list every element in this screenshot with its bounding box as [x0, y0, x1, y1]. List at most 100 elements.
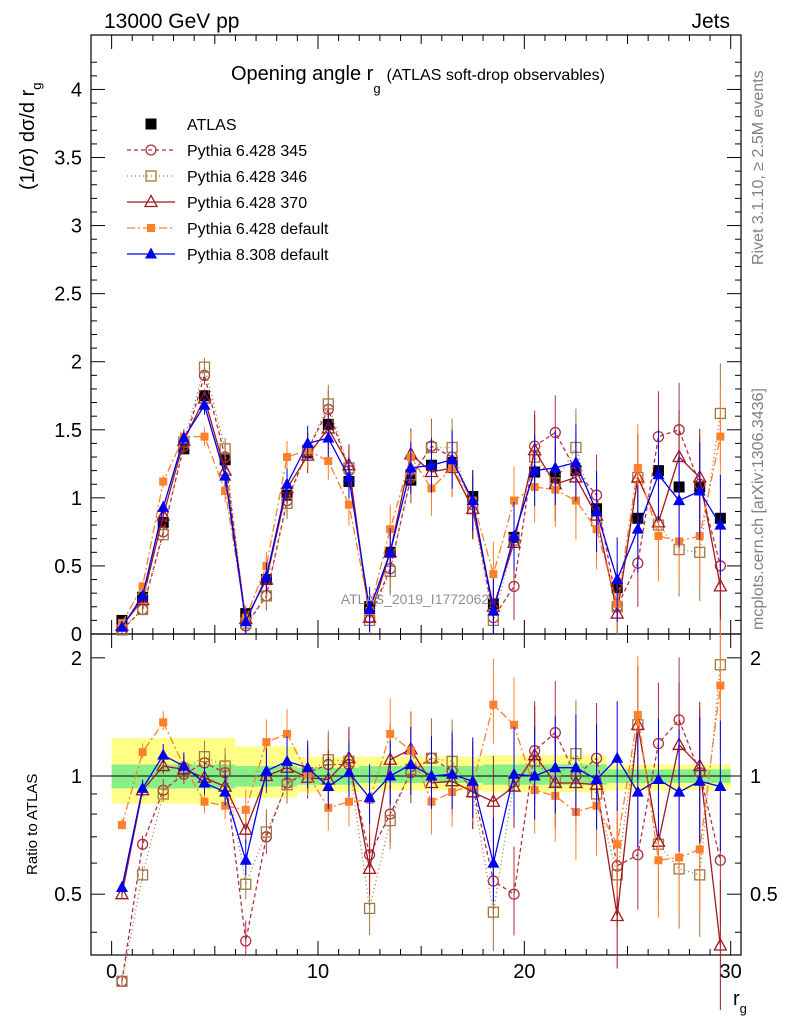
ratio-point [281, 754, 294, 766]
data-point [569, 455, 582, 467]
ratio-point [549, 761, 562, 773]
ratio-point [610, 908, 625, 922]
legend-label: Pythia 6.428 345 [187, 143, 307, 160]
data-point [425, 458, 438, 470]
legend-label: Pythia 6.428 370 [187, 195, 307, 212]
ratio-point [510, 720, 519, 729]
ratio-point [116, 975, 128, 987]
ratio-point [693, 774, 706, 786]
series-5 [115, 395, 727, 903]
ratio-tick-label: 2 [71, 648, 82, 670]
ratio-point [283, 729, 292, 738]
ratio-tick-label-right: 0.5 [750, 884, 778, 906]
x-tick-label: 0 [106, 961, 117, 983]
ratio-point [466, 774, 479, 786]
x-axis-label-main: r [733, 988, 740, 1010]
y-tick-label: 4 [71, 79, 82, 101]
ratio-point [240, 878, 252, 890]
data-point [219, 469, 232, 481]
legend: ATLAS Pythia 6.428 345 Pythia 6.428 346 Pyt… [127, 117, 329, 264]
ratio-point [301, 761, 314, 773]
data-point [633, 463, 642, 472]
ratio-point [673, 785, 686, 797]
x-tick-label: 10 [307, 961, 329, 983]
ratio-point [260, 826, 273, 838]
mcplots-label: mcplots.cern.ch [arXiv:1306.3436] [750, 388, 767, 630]
ratio-point [156, 758, 171, 772]
data-point [611, 573, 624, 585]
y-axis-label-main: (1/σ) dσ/d r [17, 89, 39, 190]
data-point [157, 500, 170, 512]
data-point [404, 461, 417, 473]
legend-marker [143, 194, 159, 208]
ratio-tick-label: 0.5 [54, 884, 82, 906]
ratio-point [200, 797, 209, 806]
ratio-tick-label: 1 [71, 766, 82, 788]
data-point [115, 620, 128, 632]
ratio-point [384, 769, 397, 781]
legend-marker [145, 144, 157, 156]
ratio-point [238, 821, 253, 835]
data-point [590, 504, 603, 516]
x-tick-label: 20 [513, 961, 535, 983]
ratio-point [632, 849, 644, 861]
ratio-point [714, 780, 727, 792]
ratio-point [590, 772, 603, 784]
ratio-point [177, 759, 190, 771]
ratio-point [652, 772, 665, 784]
chart-title: Opening angle rg (ATLAS soft-drop observa… [231, 63, 605, 96]
ratio-point [159, 718, 168, 727]
ratio-point [260, 764, 273, 776]
data-point [693, 484, 706, 496]
ratio-point [675, 853, 684, 862]
data-point [673, 494, 686, 506]
ratio-point [262, 738, 271, 747]
data-point [322, 398, 334, 410]
ratio-point [611, 751, 624, 763]
legend-label: ATLAS [187, 117, 237, 134]
ratio-point [613, 840, 622, 849]
ratio-point [136, 781, 149, 793]
ratio-line [121, 664, 722, 982]
data-point [239, 615, 252, 627]
ratio-point [386, 729, 395, 738]
data-point [138, 582, 147, 591]
series-1 [116, 365, 727, 987]
legend-marker [145, 118, 157, 130]
ratio-point [695, 845, 704, 854]
header-right: Jets [691, 10, 730, 33]
ratio-point [487, 856, 500, 868]
ratio-point [425, 769, 438, 781]
y-tick-label: 1 [71, 488, 82, 510]
ratio-point [404, 757, 417, 769]
ratio-point [633, 711, 642, 720]
series-line [121, 403, 721, 628]
ratio-point [713, 937, 728, 951]
data-point [487, 604, 500, 616]
y-axis-label: (1/σ) dσ/d rg [17, 83, 44, 191]
data-point [260, 570, 273, 582]
data-point [549, 461, 562, 473]
y-tick-label: 1.5 [54, 420, 82, 442]
data-point [652, 468, 665, 480]
data-point [344, 500, 353, 509]
data-point [510, 496, 519, 505]
axes: 0 10 20 30 0 0.5 1 1.5 2 2.5 3 3.5 4 0.5 0.5 1 1 2 2 [54, 34, 778, 983]
ratio-point [219, 785, 232, 797]
ratio-point [631, 785, 644, 797]
ratio-point [241, 805, 250, 814]
series-group [114, 357, 728, 1011]
chart-title-sub: g [373, 81, 380, 96]
ratio-point [489, 700, 498, 709]
data-point [198, 361, 211, 373]
data-point [283, 453, 292, 462]
chart-title-suffix: (ATLAS soft-drop observables) [387, 67, 605, 84]
ratio-point [136, 869, 149, 881]
watermark: ATLAS_2019_I1772062 [341, 591, 490, 607]
ratio-point [157, 748, 170, 760]
legend-marker [145, 247, 157, 259]
ratio-point [117, 821, 126, 830]
series-line [121, 396, 722, 627]
data-point [508, 529, 521, 541]
